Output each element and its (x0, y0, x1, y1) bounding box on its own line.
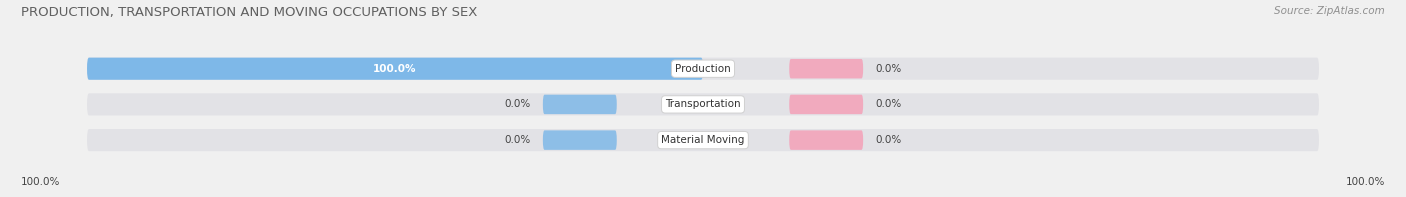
Text: 0.0%: 0.0% (876, 64, 901, 74)
Text: 100.0%: 100.0% (373, 64, 416, 74)
FancyBboxPatch shape (87, 129, 1319, 151)
FancyBboxPatch shape (789, 95, 863, 114)
Text: Material Moving: Material Moving (661, 135, 745, 145)
Text: Transportation: Transportation (665, 99, 741, 109)
Text: 100.0%: 100.0% (1346, 177, 1385, 187)
FancyBboxPatch shape (87, 58, 1319, 80)
FancyBboxPatch shape (87, 93, 1319, 115)
Text: 0.0%: 0.0% (505, 99, 530, 109)
Text: PRODUCTION, TRANSPORTATION AND MOVING OCCUPATIONS BY SEX: PRODUCTION, TRANSPORTATION AND MOVING OC… (21, 6, 478, 19)
Text: 0.0%: 0.0% (876, 135, 901, 145)
Text: 100.0%: 100.0% (21, 177, 60, 187)
Text: Source: ZipAtlas.com: Source: ZipAtlas.com (1274, 6, 1385, 16)
Text: 0.0%: 0.0% (876, 99, 901, 109)
FancyBboxPatch shape (789, 130, 863, 150)
Text: Production: Production (675, 64, 731, 74)
FancyBboxPatch shape (543, 130, 617, 150)
FancyBboxPatch shape (789, 59, 863, 78)
FancyBboxPatch shape (543, 95, 617, 114)
FancyBboxPatch shape (87, 58, 703, 80)
Text: 0.0%: 0.0% (505, 135, 530, 145)
